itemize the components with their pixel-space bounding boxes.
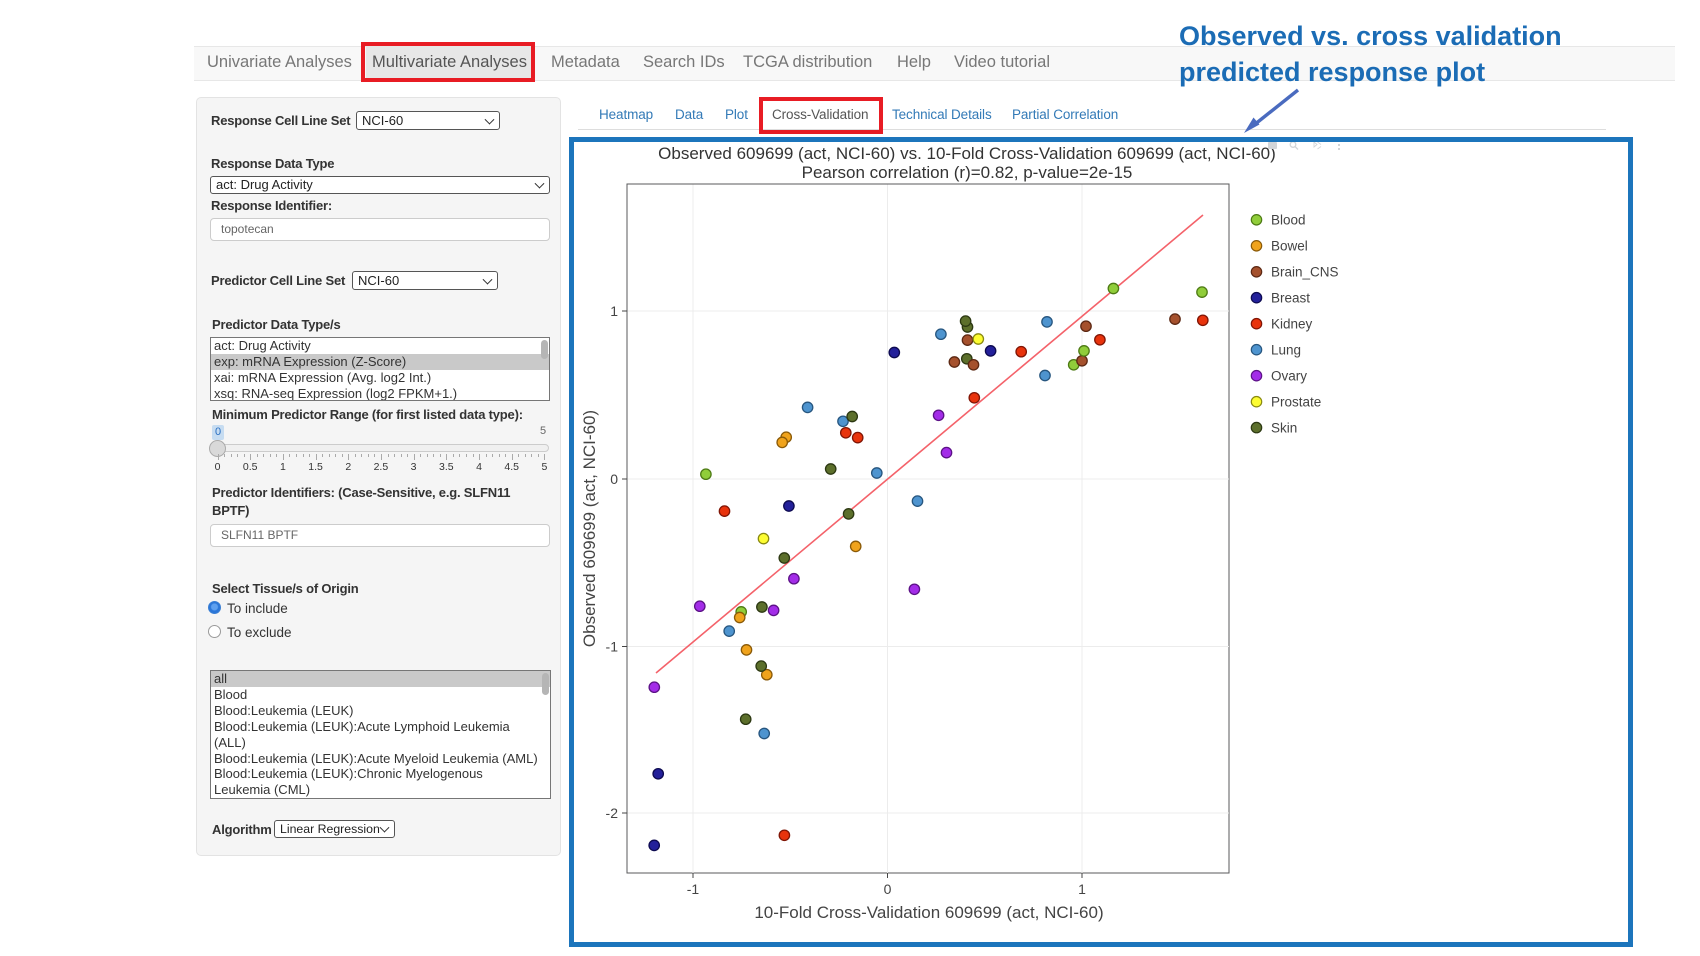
svg-text:1: 1 [610,303,618,319]
svg-text:Prostate: Prostate [1271,394,1321,409]
svg-text:1: 1 [1078,881,1086,897]
svg-text:Lung: Lung [1271,342,1301,357]
svg-text:-2: -2 [606,805,619,821]
svg-text:-1: -1 [687,881,700,897]
svg-text:Pearson correlation (r)=0.82,: Pearson correlation (r)=0.82, p-value=2e… [802,163,1133,182]
svg-text:Skin: Skin [1271,420,1297,435]
svg-text:0: 0 [884,881,892,897]
svg-text:Observed 609699 (act, NCI-60): Observed 609699 (act, NCI-60) vs. 10-Fol… [658,144,1276,163]
svg-text:10-Fold Cross-Validation 60969: 10-Fold Cross-Validation 609699 (act, NC… [754,903,1103,922]
svg-text:-1: -1 [606,639,619,655]
svg-text:0: 0 [610,471,618,487]
svg-text:Blood: Blood [1271,213,1306,228]
svg-text:Bowel: Bowel [1271,239,1308,254]
svg-text:Kidney: Kidney [1271,316,1313,331]
svg-text:Observed 609699 (act, NCI-60): Observed 609699 (act, NCI-60) [580,410,599,647]
svg-text:Ovary: Ovary [1271,368,1307,383]
svg-text:Breast: Breast [1271,290,1310,305]
svg-text:Brain_CNS: Brain_CNS [1271,265,1339,280]
